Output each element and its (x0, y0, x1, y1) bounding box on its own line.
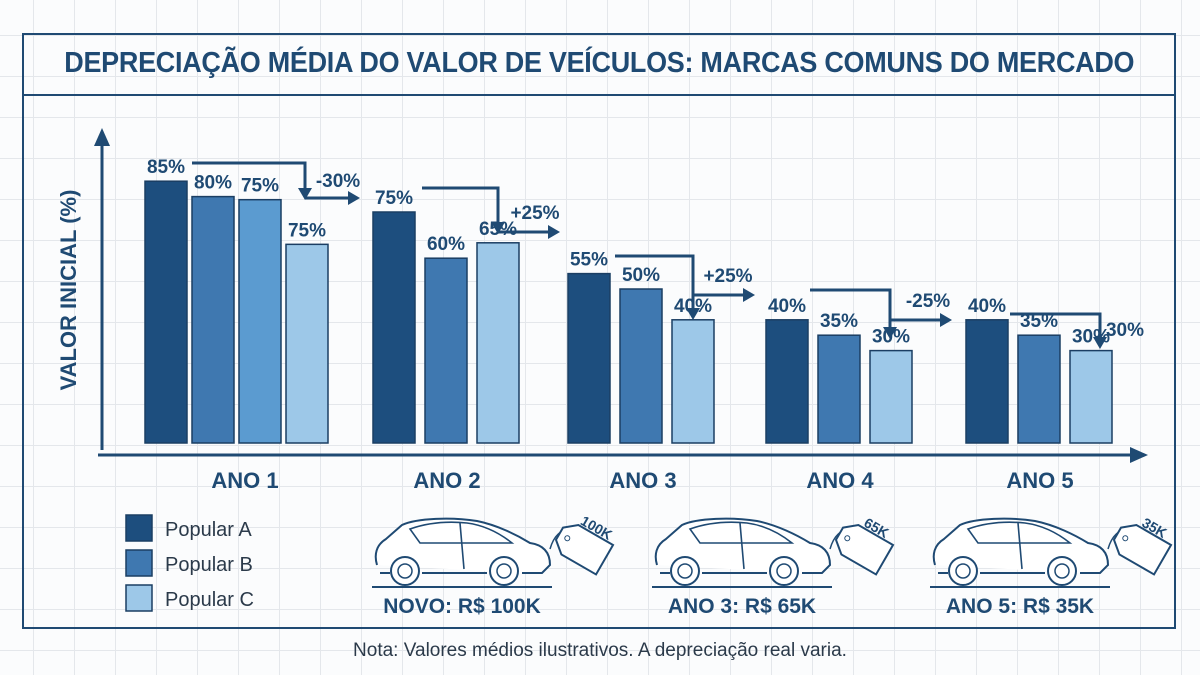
data-label: 75% (375, 188, 413, 209)
data-label: 75% (288, 220, 326, 241)
annotation-arrow (1010, 312, 1102, 339)
arrow-right-icon (548, 225, 560, 239)
bar (567, 272, 611, 444)
y-axis-arrow-icon (94, 128, 110, 146)
arrow-down-icon (686, 308, 700, 320)
data-label: 55% (570, 250, 608, 271)
bar (765, 319, 809, 444)
bar (191, 195, 235, 444)
car-caption: ANO 5: R$ 35K (946, 595, 1094, 618)
chart-title: DEPRECIAÇÃO MÉDIA DO VALOR DE VEÍCULOS: … (64, 47, 1134, 79)
data-label: 40% (968, 296, 1006, 317)
x-tick-label: ANO 5 (1006, 468, 1073, 493)
car-caption: NOVO: R$ 100K (383, 595, 541, 618)
data-label: 60% (427, 234, 465, 255)
arrow-down-icon (1093, 337, 1107, 349)
legend-swatch (125, 514, 153, 542)
x-tick-label: ANO 2 (413, 468, 480, 493)
annotation-arrow (615, 254, 695, 310)
legend-swatch (125, 549, 153, 577)
bar (1017, 334, 1061, 444)
data-label: 40% (768, 296, 806, 317)
arrow-right-icon (743, 288, 755, 302)
data-label: 50% (622, 265, 660, 286)
arrow-right-icon (940, 313, 952, 327)
legend-label: Popular A (165, 519, 252, 541)
bar (424, 257, 468, 444)
x-axis-arrow-icon (1130, 447, 1148, 463)
bar (285, 243, 329, 444)
chart-frame (22, 33, 1176, 629)
car-icon (930, 517, 1173, 588)
arrow-right-icon (348, 191, 360, 205)
annotation-arrow (810, 288, 892, 329)
y-axis-label: VALOR INICIAL (%) (56, 190, 81, 391)
bar (238, 198, 282, 444)
footnote: Nota: Valores médios ilustrativos. A dep… (353, 640, 847, 661)
annotation-label: -30% (316, 171, 360, 192)
data-label: 35% (820, 311, 858, 332)
data-label: 85% (147, 157, 185, 178)
legend-swatch (125, 584, 153, 612)
annotation-label: +25% (510, 203, 559, 224)
annotation-arrow (192, 161, 307, 190)
legend-label: Popular C (165, 589, 254, 611)
car-icon (372, 517, 615, 588)
x-tick-label: ANO 4 (806, 468, 874, 493)
bar (619, 288, 663, 444)
bar (965, 319, 1009, 444)
bar (1069, 349, 1113, 444)
x-tick-label: ANO 1 (211, 468, 278, 493)
data-label: 80% (194, 173, 232, 194)
annotation-label: 30% (1106, 320, 1144, 341)
car-caption: ANO 3: R$ 65K (668, 595, 816, 618)
title-band: DEPRECIAÇÃO MÉDIA DO VALOR DE VEÍCULOS: … (22, 33, 1176, 96)
arrow-down-icon (298, 188, 312, 200)
bar (817, 334, 861, 444)
legend-label: Popular B (165, 554, 253, 576)
x-tick-label: ANO 3 (609, 468, 676, 493)
annotation-arrow (422, 186, 500, 224)
arrow-down-icon (883, 327, 897, 339)
bar (144, 180, 188, 444)
annotation-label: +25% (703, 266, 752, 287)
bar (476, 242, 520, 444)
bar (671, 319, 715, 444)
bar (372, 211, 416, 444)
bar (869, 349, 913, 444)
data-label: 75% (241, 176, 279, 197)
car-icon (652, 517, 895, 588)
arrow-down-icon (491, 222, 505, 234)
data-label: 35% (1020, 311, 1058, 332)
annotation-label: -25% (906, 291, 950, 312)
